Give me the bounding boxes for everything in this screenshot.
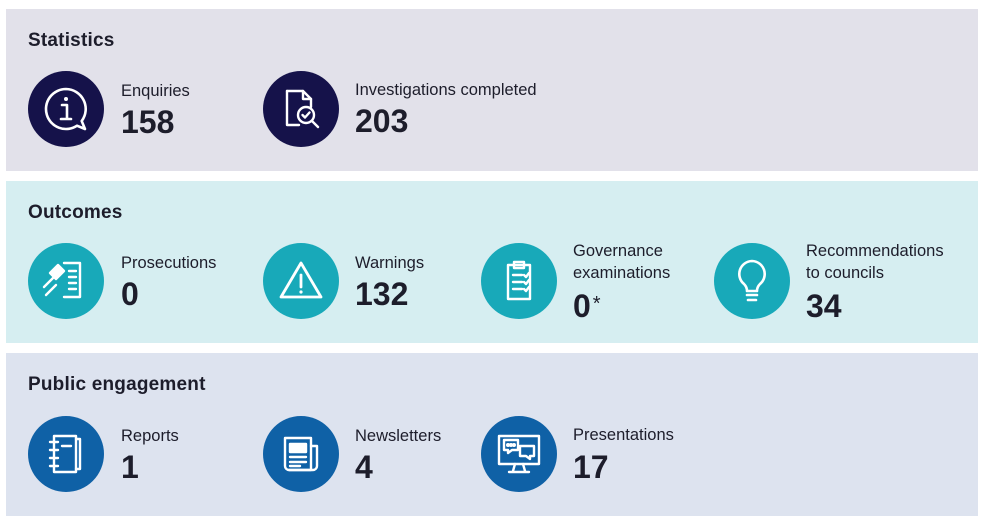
recommendations-label-line1: Recommendations <box>806 242 944 260</box>
presentations-label: Presentations <box>573 426 674 444</box>
investigations-label: Investigations completed <box>355 81 537 99</box>
newspaper-icon <box>263 416 339 492</box>
enquiries-value: 158 <box>121 104 175 140</box>
recommendations-label: Recommendations to councils <box>806 240 944 284</box>
prosecutions-value: 0 <box>121 276 139 312</box>
governance-label: Governance examinations <box>573 240 670 284</box>
lightbulb-icon <box>714 243 790 319</box>
clipboard-checklist-icon <box>481 243 557 319</box>
outcomes-title: Outcomes <box>28 202 123 223</box>
reports-label: Reports <box>121 427 179 445</box>
notebook-icon <box>28 416 104 492</box>
reports-value: 1 <box>121 449 139 485</box>
governance-value-number: 0 <box>573 288 591 324</box>
newsletters-value: 4 <box>355 449 373 485</box>
investigations-value: 203 <box>355 103 409 139</box>
statistics-title: Statistics <box>28 30 115 51</box>
info-speech-bubble-icon <box>28 71 104 147</box>
presentations-value: 17 <box>573 449 609 485</box>
statistics-panel: Statistics Enquiries 158 Investigations … <box>6 9 978 171</box>
governance-label-line2: examinations <box>573 264 671 282</box>
enquiries-label: Enquiries <box>121 82 190 100</box>
outcomes-panel: Outcomes Prosecutions 0 Warnings 132 <box>6 181 978 343</box>
governance-footnote-marker: * <box>592 293 601 315</box>
monitor-chat-icon <box>481 416 557 492</box>
newsletters-label: Newsletters <box>355 427 442 445</box>
recommendations-value: 34 <box>806 288 842 324</box>
engagement-title: Public engagement <box>28 374 206 395</box>
warning-triangle-icon <box>263 243 339 319</box>
gavel-document-icon <box>28 243 104 319</box>
prosecutions-label: Prosecutions <box>121 254 217 272</box>
document-search-icon <box>263 71 339 147</box>
warnings-label: Warnings <box>355 254 425 272</box>
engagement-panel: Public engagement Reports 1 Newsletters … <box>6 353 978 516</box>
governance-label-line1: Governance <box>573 242 663 260</box>
recommendations-label-line2: to councils <box>806 264 884 282</box>
warnings-value: 132 <box>355 276 409 312</box>
governance-value: 0 * <box>573 289 601 323</box>
